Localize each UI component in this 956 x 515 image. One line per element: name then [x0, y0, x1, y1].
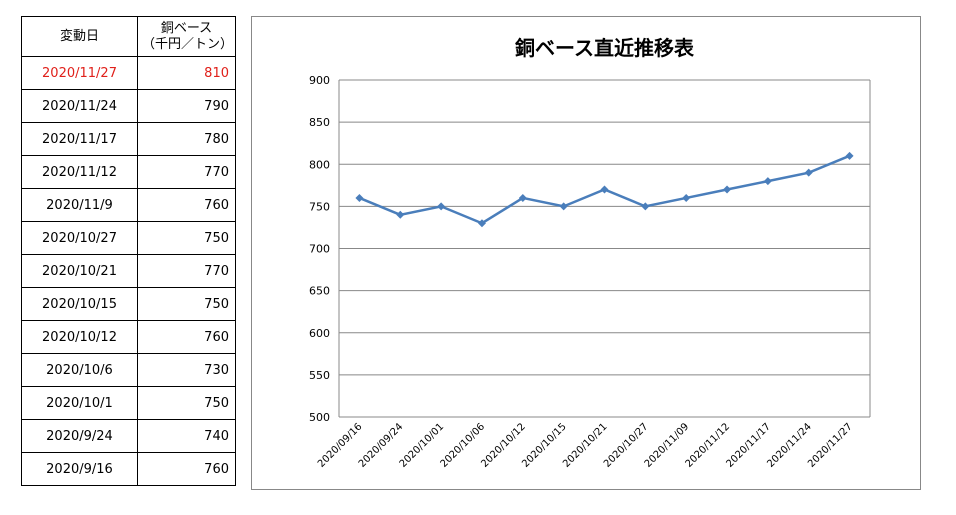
cell-date: 2020/11/9	[21, 188, 138, 222]
table-row: 2020/10/1 750	[21, 386, 236, 420]
table-row: 2020/10/15 750	[21, 287, 236, 321]
table-row: 2020/10/6 730	[21, 353, 236, 387]
data-point	[396, 210, 405, 219]
chart-svg: 銅ベース直近推移表 500 550 600 650 700 750 800 850 900 2020…	[309, 36, 871, 470]
y-tick-label: 650	[309, 285, 330, 298]
cell-date: 2020/10/1	[21, 386, 138, 420]
cell-date: 2020/11/24	[21, 89, 138, 123]
data-point	[763, 177, 772, 186]
data-point	[355, 193, 364, 202]
cell-date: 2020/11/12	[21, 155, 138, 189]
header-value: 銅ベース （千円／トン）	[137, 16, 236, 57]
table-row: 2020/9/16 760	[21, 452, 236, 486]
cell-value: 760	[137, 320, 236, 354]
cell-value: 730	[137, 353, 236, 387]
data-point	[804, 168, 813, 177]
table-row: 2020/11/12 770	[21, 155, 236, 189]
cell-date: 2020/10/27	[21, 221, 138, 255]
y-tick-label: 700	[309, 243, 330, 256]
x-tick-label: 2020/11/27	[806, 421, 855, 470]
cell-value: 770	[137, 254, 236, 288]
table-header-row: 変動日 銅ベース （千円／トン）	[21, 16, 236, 57]
y-tick-label: 550	[309, 369, 330, 382]
table-row: 2020/10/12 760	[21, 320, 236, 354]
header-value-line1: 銅ベース	[160, 20, 213, 36]
cell-value: 790	[137, 89, 236, 123]
data-point	[518, 193, 527, 202]
y-tick-label: 500	[309, 411, 330, 424]
cell-value: 770	[137, 155, 236, 189]
y-tick-label: 750	[309, 200, 330, 213]
cell-value: 750	[137, 221, 236, 255]
copper-price-chart: 銅ベース直近推移表 500 550 600 650 700 750 800 850 900 2020…	[251, 16, 921, 490]
cell-value: 750	[137, 287, 236, 321]
copper-price-table: 変動日 銅ベース （千円／トン） 2020/11/27 810 2020/11/24…	[21, 16, 236, 486]
cell-date: 2020/9/16	[21, 452, 138, 486]
table-row: 2020/10/27 750	[21, 221, 236, 255]
cell-date: 2020/10/12	[21, 320, 138, 354]
data-point	[437, 202, 446, 211]
table-row: 2020/11/27 810	[21, 56, 236, 90]
cell-value: 760	[137, 188, 236, 222]
cell-value: 760	[137, 452, 236, 486]
data-point	[845, 151, 854, 160]
cell-value: 750	[137, 386, 236, 420]
table-row: 2020/11/24 790	[21, 89, 236, 123]
table-row: 2020/11/17 780	[21, 122, 236, 156]
cell-date: 2020/10/6	[21, 353, 138, 387]
cell-value: 780	[137, 122, 236, 156]
cell-value: 740	[137, 419, 236, 453]
cell-date: 2020/9/24	[21, 419, 138, 453]
data-point	[559, 202, 568, 211]
header-value-line2: （千円／トン）	[142, 36, 234, 52]
table-row: 2020/9/24 740	[21, 419, 236, 453]
cell-date: 2020/11/27	[21, 56, 138, 90]
data-point	[641, 202, 650, 211]
y-tick-label: 900	[309, 74, 330, 87]
y-tick-label: 800	[309, 158, 330, 171]
table-row: 2020/11/9 760	[21, 188, 236, 222]
data-point	[477, 219, 486, 228]
data-point	[723, 185, 732, 194]
cell-date: 2020/11/17	[21, 122, 138, 156]
data-point	[600, 185, 609, 194]
cell-value: 810	[137, 56, 236, 90]
cell-date: 2020/10/15	[21, 287, 138, 321]
y-tick-label: 600	[309, 327, 330, 340]
data-point	[682, 193, 691, 202]
header-date: 変動日	[21, 16, 138, 57]
table-row: 2020/10/21 770	[21, 254, 236, 288]
chart-title: 銅ベース直近推移表	[515, 36, 695, 60]
y-tick-label: 850	[309, 116, 330, 129]
cell-date: 2020/10/21	[21, 254, 138, 288]
